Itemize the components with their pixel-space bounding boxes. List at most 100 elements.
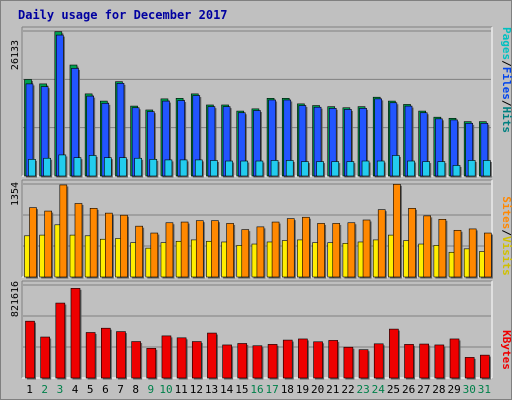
- bar-kbytes-day-31: [480, 354, 490, 379]
- bar-kbytes-day-6: [101, 327, 111, 379]
- day-label-23: 23: [357, 383, 370, 396]
- bar-sites-day-18: [286, 218, 295, 278]
- day-label-19: 19: [296, 383, 309, 396]
- bar-pages-day-1: [28, 159, 36, 177]
- bar-pages-day-3: [58, 154, 67, 177]
- bar-pages-day-14: [225, 160, 233, 177]
- bar-sites-day-23: [362, 219, 371, 278]
- bar-sites-day-12: [195, 220, 204, 278]
- bar-sites-day-31: [484, 232, 492, 278]
- day-label-9: 9: [148, 383, 155, 396]
- bar-pages-day-7: [119, 157, 127, 177]
- day-label-3: 3: [57, 383, 64, 396]
- bar-kbytes-day-4: [70, 288, 81, 379]
- bar-sites-day-1: [29, 207, 37, 278]
- bar-sites-day-5: [89, 208, 98, 278]
- bar-sites-day-28: [438, 219, 447, 278]
- bar-kbytes-day-21: [328, 340, 339, 379]
- bar-kbytes-day-1: [25, 320, 35, 379]
- bar-kbytes-day-16: [252, 345, 263, 379]
- bar-sites-day-6: [105, 212, 113, 278]
- bar-kbytes-day-17: [267, 344, 278, 379]
- bar-pages-day-8: [134, 157, 142, 177]
- chart-title: Daily usage for December 2017: [18, 8, 228, 22]
- bar-sites-day-17: [271, 221, 280, 278]
- bar-sites-day-24: [377, 209, 386, 278]
- bar-kbytes-day-13: [207, 332, 217, 379]
- day-label-14: 14: [220, 383, 234, 396]
- bar-sites-day-2: [44, 210, 52, 278]
- bar-kbytes-day-8: [131, 341, 141, 379]
- day-label-22: 22: [341, 383, 354, 396]
- bar-kbytes-day-28: [434, 344, 445, 379]
- bar-pages-day-2: [43, 157, 51, 177]
- bar-pages-day-26: [407, 160, 415, 177]
- bar-pages-day-5: [88, 155, 97, 177]
- bar-pages-day-4: [73, 157, 82, 177]
- legend-hits-files-pages-part-1: /: [500, 60, 512, 67]
- day-label-12: 12: [190, 383, 203, 396]
- bar-sites-day-15: [241, 229, 250, 278]
- bar-pages-day-20: [316, 161, 324, 177]
- bar-kbytes-day-10: [161, 335, 172, 379]
- day-label-15: 15: [235, 383, 248, 396]
- bar-sites-day-10: [165, 222, 174, 278]
- day-label-13: 13: [205, 383, 218, 396]
- bar-pages-day-19: [301, 161, 309, 177]
- day-label-25: 25: [387, 383, 400, 396]
- legend-kbytes-part-0: KBytes: [500, 330, 512, 370]
- day-label-4: 4: [72, 383, 79, 396]
- bar-kbytes-day-14: [222, 344, 232, 379]
- legend-hits-files-pages-part-2: Files: [500, 67, 512, 100]
- legend-visits-sites-part-2: Visits: [500, 236, 512, 276]
- bar-pages-day-22: [346, 161, 355, 177]
- bar-kbytes-day-26: [404, 344, 414, 379]
- bar-kbytes-day-9: [146, 348, 157, 379]
- bar-pages-day-12: [194, 159, 203, 177]
- legend-hits-files-pages-part-0: Pages: [500, 27, 512, 60]
- bar-sites-day-27: [423, 215, 431, 278]
- bar-sites-day-25: [393, 183, 401, 278]
- day-label-28: 28: [432, 383, 445, 396]
- bar-sites-day-14: [226, 223, 234, 278]
- bar-pages-day-30: [467, 160, 476, 177]
- legend-visits-sites: Sites/Visits: [500, 196, 512, 276]
- legend-hits-files-pages-part-4: Hits: [500, 107, 512, 134]
- y-max-label-hits: 26133: [10, 40, 21, 70]
- day-label-18: 18: [281, 383, 294, 396]
- day-label-24: 24: [372, 383, 386, 396]
- bar-kbytes-day-11: [176, 337, 187, 379]
- bar-kbytes-day-23: [358, 349, 369, 379]
- day-label-11: 11: [175, 383, 188, 396]
- day-label-10: 10: [159, 383, 172, 396]
- bar-sites-day-19: [302, 216, 310, 278]
- day-label-20: 20: [311, 383, 324, 396]
- bar-kbytes-day-18: [282, 339, 293, 379]
- bar-pages-day-17: [270, 160, 279, 177]
- day-label-21: 21: [326, 383, 339, 396]
- day-label-8: 8: [132, 383, 139, 396]
- bar-kbytes-day-12: [191, 341, 202, 379]
- bar-kbytes-day-20: [313, 341, 323, 379]
- bar-pages-day-13: [210, 160, 218, 177]
- bar-sites-day-29: [453, 229, 462, 278]
- day-label-16: 16: [250, 383, 263, 396]
- bar-sites-day-20: [317, 223, 325, 278]
- legend-visits-sites-part-1: /: [500, 229, 512, 236]
- day-label-1: 1: [26, 383, 33, 396]
- bar-kbytes-day-19: [298, 338, 308, 379]
- bar-pages-day-10: [164, 159, 173, 177]
- bar-kbytes-day-24: [373, 343, 384, 379]
- day-label-6: 6: [102, 383, 109, 396]
- bar-sites-day-3: [59, 184, 68, 278]
- y-max-label-sites: 1354: [10, 182, 21, 206]
- bar-sites-day-16: [256, 226, 265, 278]
- bar-sites-day-11: [180, 221, 189, 278]
- bar-sites-day-8: [135, 225, 143, 278]
- bar-pages-day-16: [255, 160, 264, 177]
- bar-sites-day-7: [120, 214, 128, 278]
- legend-visits-sites-part-0: Sites: [500, 196, 512, 229]
- bar-pages-day-11: [179, 159, 188, 177]
- bar-pages-day-21: [331, 161, 340, 177]
